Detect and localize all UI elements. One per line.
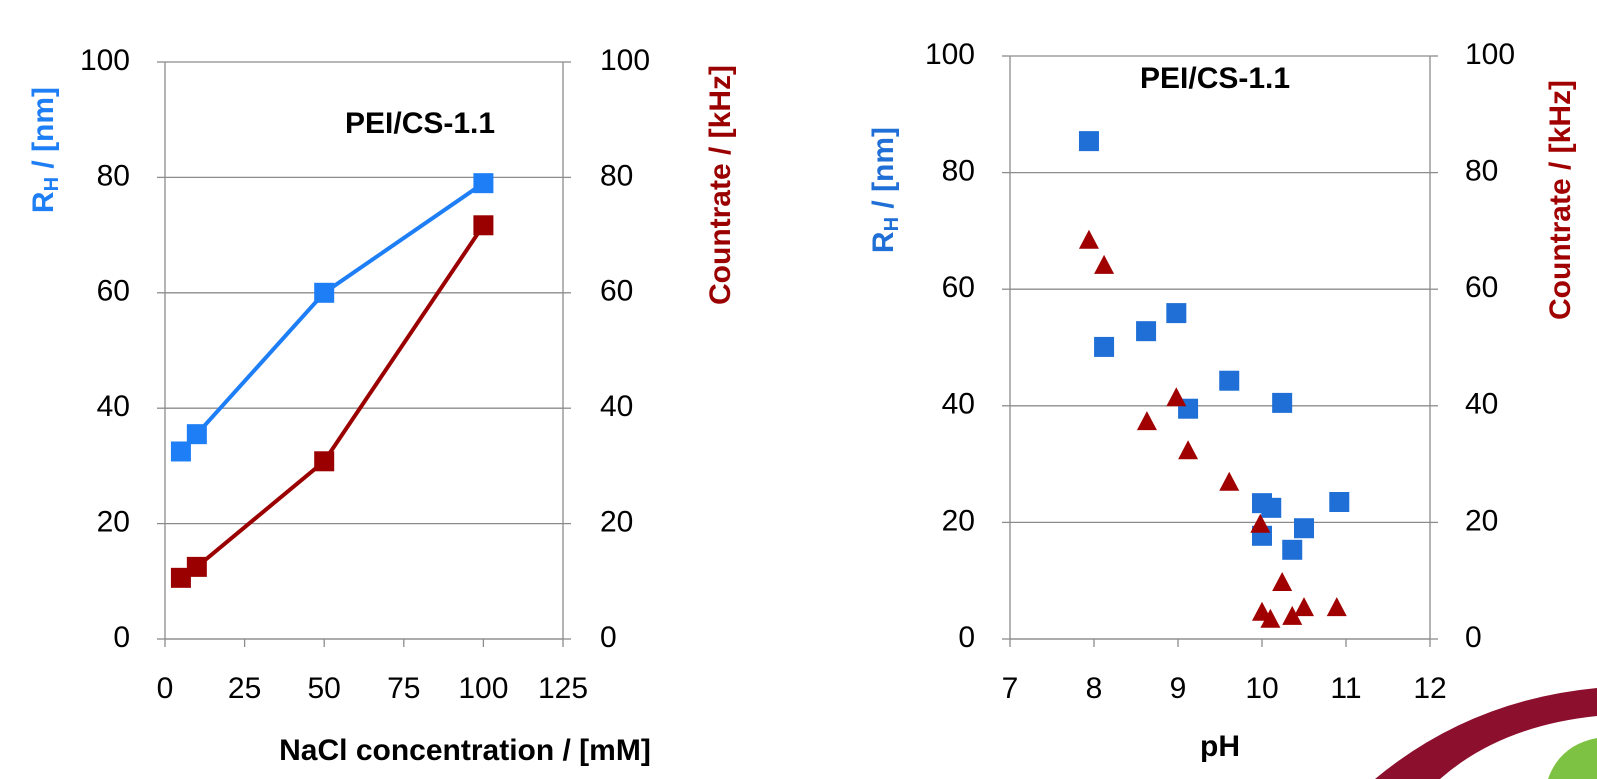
marker bbox=[1282, 539, 1303, 560]
y-axis-label: RH / [nm] bbox=[27, 87, 63, 213]
y-tick-label: 20 bbox=[942, 504, 975, 537]
marker bbox=[1282, 605, 1303, 625]
y-axis-label-part: R bbox=[867, 231, 900, 253]
marker bbox=[1094, 254, 1115, 274]
y2-axis-label: Countrate / [kHz] bbox=[704, 65, 737, 305]
y2-tick-label: 100 bbox=[600, 44, 650, 77]
marker bbox=[1261, 497, 1282, 518]
marker bbox=[1136, 321, 1157, 342]
y2-tick-label: 0 bbox=[600, 621, 617, 654]
y-tick-label: 80 bbox=[97, 159, 130, 192]
y2-tick-label: 40 bbox=[1465, 388, 1498, 421]
x-tick-label: 8 bbox=[1086, 672, 1103, 705]
marker bbox=[1272, 572, 1293, 592]
y-tick-label: 40 bbox=[942, 388, 975, 421]
y-tick-label: 20 bbox=[97, 506, 130, 539]
y2-tick-label: 20 bbox=[1465, 504, 1498, 537]
marker bbox=[1326, 597, 1347, 617]
marker bbox=[1136, 411, 1157, 431]
marker bbox=[473, 215, 494, 236]
marker bbox=[1294, 597, 1314, 617]
marker bbox=[1078, 131, 1099, 152]
x-tick-label: 7 bbox=[1002, 672, 1019, 705]
y-axis-label-part: / [nm] bbox=[27, 87, 60, 177]
marker bbox=[1294, 518, 1314, 539]
marker bbox=[1166, 387, 1187, 407]
y-axis-label-part: H bbox=[41, 177, 63, 191]
marker bbox=[473, 173, 494, 194]
marker bbox=[186, 424, 207, 445]
y2-tick-label: 20 bbox=[600, 506, 633, 539]
chart-title: PEI/CS-1.1 bbox=[1140, 62, 1290, 95]
decoration bbox=[1375, 688, 1597, 779]
y2-tick-label: 80 bbox=[600, 159, 633, 192]
chart-title: PEI/CS-1.1 bbox=[345, 107, 495, 140]
line bbox=[179, 181, 485, 453]
marker bbox=[1329, 491, 1350, 512]
x-tick-label: 11 bbox=[1330, 672, 1361, 705]
x-tick-label: 12 bbox=[1413, 672, 1446, 705]
marker bbox=[170, 567, 191, 588]
y-tick-label: 40 bbox=[97, 390, 130, 423]
x-tick-label: 10 bbox=[1245, 672, 1278, 705]
x-tick-label: 75 bbox=[387, 672, 420, 705]
y-tick-label: 0 bbox=[113, 621, 130, 654]
y-tick-label: 60 bbox=[97, 275, 130, 308]
y-tick-label: 100 bbox=[80, 44, 130, 77]
marker bbox=[1260, 608, 1281, 628]
x-tick-label: 100 bbox=[458, 672, 508, 705]
y-tick-label: 100 bbox=[925, 38, 975, 71]
y2-tick-label: 60 bbox=[600, 275, 633, 308]
x-tick-label: 9 bbox=[1170, 672, 1187, 705]
marker bbox=[1178, 440, 1199, 460]
y2-tick-label: 0 bbox=[1465, 621, 1482, 654]
marker bbox=[1166, 303, 1187, 324]
y-axis-label-part: R bbox=[27, 191, 60, 213]
x-axis-label: pH bbox=[1200, 730, 1240, 763]
x-tick-label: 25 bbox=[228, 672, 261, 705]
marker bbox=[1219, 370, 1240, 391]
decoration bbox=[1548, 738, 1597, 779]
marker bbox=[170, 441, 191, 462]
marker bbox=[1272, 392, 1293, 413]
marker bbox=[1094, 336, 1115, 357]
y2-tick-label: 100 bbox=[1465, 38, 1515, 71]
y-axis-label-part: H bbox=[881, 217, 903, 231]
marker bbox=[1219, 471, 1240, 491]
marker bbox=[186, 556, 207, 577]
y2-tick-label: 40 bbox=[600, 390, 633, 423]
y-axis-label-part: / [nm] bbox=[867, 127, 900, 217]
y-tick-label: 0 bbox=[958, 621, 975, 654]
marker bbox=[1078, 229, 1099, 249]
y2-tick-label: 60 bbox=[1465, 271, 1498, 304]
x-tick-label: 125 bbox=[538, 672, 588, 705]
y2-tick-label: 80 bbox=[1465, 155, 1498, 188]
marker bbox=[1250, 513, 1271, 533]
x-axis-label: NaCl concentration / [mM] bbox=[279, 734, 651, 767]
x-tick-label: 50 bbox=[308, 672, 341, 705]
y-axis-label: RH / [nm] bbox=[867, 127, 903, 253]
y-tick-label: 60 bbox=[942, 271, 975, 304]
y-tick-label: 80 bbox=[942, 155, 975, 188]
x-tick-label: 0 bbox=[157, 672, 174, 705]
y2-axis-label: Countrate / [kHz] bbox=[1544, 80, 1577, 320]
marker bbox=[314, 282, 335, 303]
marker bbox=[314, 451, 335, 472]
